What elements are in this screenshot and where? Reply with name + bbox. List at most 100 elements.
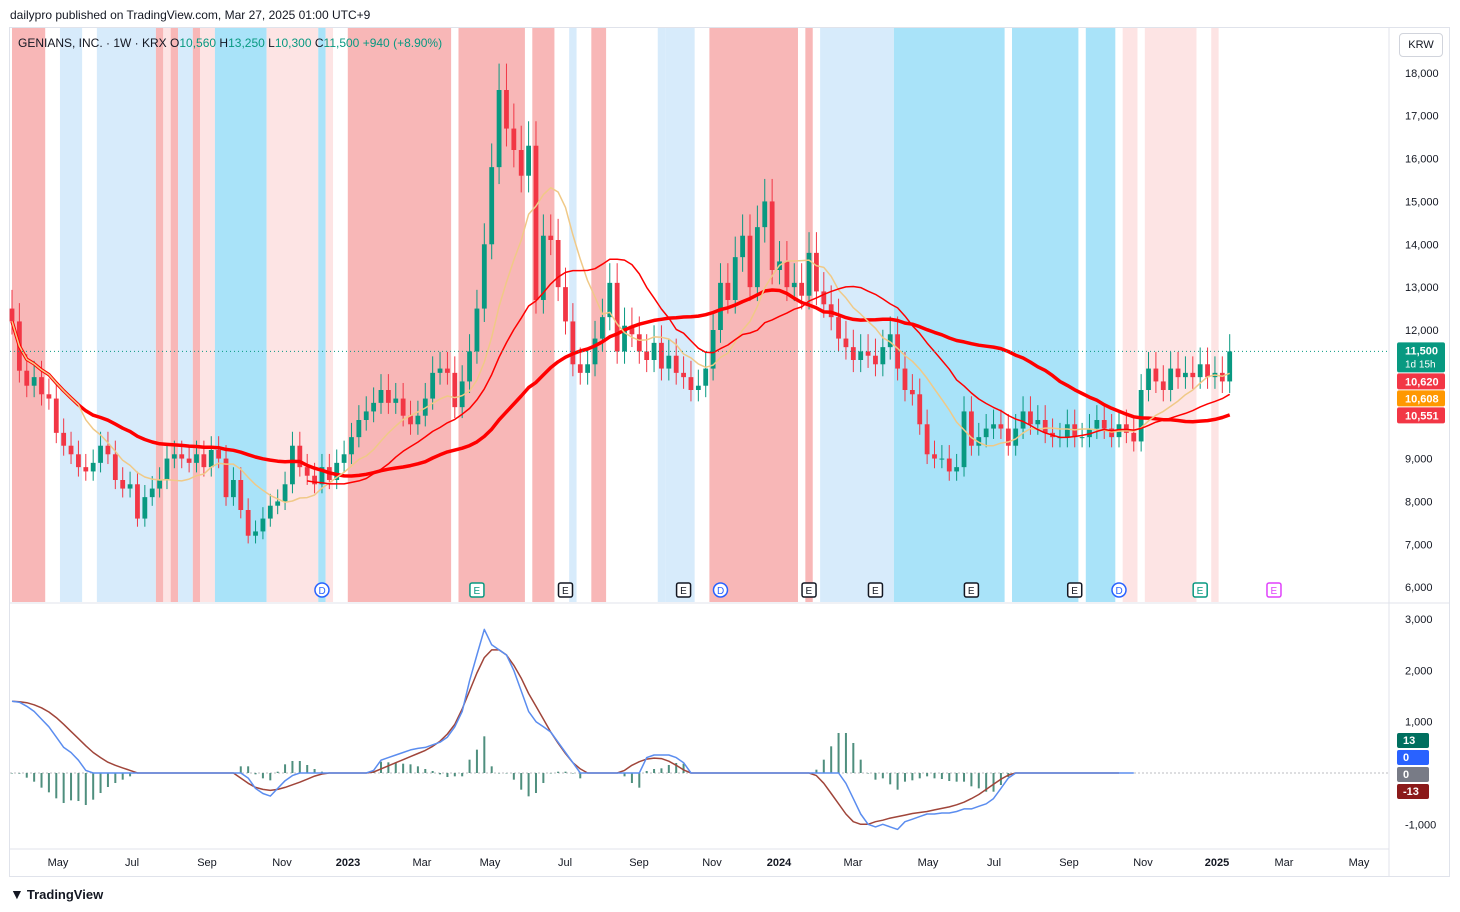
candle-body	[393, 398, 399, 403]
macd-hist-bar	[313, 768, 316, 773]
candle-body	[1079, 437, 1085, 439]
candle-body	[747, 235, 753, 288]
event-marker-label: E	[968, 586, 975, 597]
candle-body	[762, 201, 768, 228]
candle-body	[688, 377, 694, 390]
macd-hist-bar	[121, 773, 124, 780]
candle-body	[1072, 424, 1078, 438]
candles	[9, 63, 1233, 544]
macd-hist-bar	[579, 773, 582, 779]
macd-label-text: 0	[1403, 752, 1409, 764]
time-axis-label: May	[1349, 857, 1370, 869]
time-axis-label: May	[918, 857, 939, 869]
candle-body	[61, 432, 67, 446]
event-marker-label: E	[806, 586, 813, 597]
candle-body	[1109, 428, 1115, 438]
macd-hist-bar	[387, 762, 390, 773]
background-band	[12, 28, 46, 602]
candle-body	[858, 351, 864, 360]
macd-hist-bar	[896, 773, 899, 790]
macd-label-box	[1397, 767, 1429, 782]
candle-body	[90, 462, 96, 472]
macd-hist-bar	[291, 760, 294, 773]
macd-hist-bar	[645, 770, 648, 773]
event-marker-label: D	[1116, 586, 1123, 597]
candle-body	[297, 445, 303, 468]
candle-body	[703, 368, 709, 386]
price-label-text: 10,551	[1405, 410, 1439, 422]
time-axis-label: Mar	[1275, 857, 1294, 869]
candle-body	[718, 282, 723, 330]
macd-hist-bar	[675, 762, 678, 773]
candle-body	[1138, 390, 1144, 442]
background-band	[163, 28, 171, 602]
candle-body	[850, 347, 856, 360]
macd-hist-bar	[261, 773, 264, 779]
macd-label-text: 0	[1403, 769, 1409, 781]
candle-body	[1175, 368, 1181, 378]
candle-body	[9, 308, 15, 322]
candle-body	[614, 282, 620, 352]
candle-body	[924, 424, 930, 455]
candle-body	[695, 385, 701, 390]
candle-body	[24, 370, 30, 386]
macd-hist-bar	[667, 764, 670, 773]
candle-body	[526, 145, 531, 176]
earnings-marker-icon	[963, 582, 980, 598]
background-band	[591, 28, 607, 602]
candle-body	[533, 145, 539, 300]
candle-body	[570, 321, 576, 365]
macd-hist-bar	[955, 773, 958, 782]
earnings-marker-icon	[1066, 582, 1083, 598]
background-band	[170, 28, 179, 602]
symbol-name[interactable]: GENIANS, INC. · 1W · KRX	[18, 36, 167, 50]
macd-hist-bar	[47, 773, 50, 793]
price-label-text: 10,608	[1405, 393, 1439, 405]
macd-hist-bar	[881, 773, 884, 779]
footer-brand[interactable]: ▼ TradingView	[10, 886, 103, 902]
candle-body	[275, 501, 281, 506]
candle-body	[319, 467, 325, 485]
candle-body	[1094, 420, 1100, 429]
price-label-box	[1397, 373, 1445, 390]
price-label-text: 11,500	[1405, 345, 1438, 357]
macd-axis-tick: 3,000	[1405, 614, 1433, 626]
open-label: O	[170, 36, 180, 50]
candle-body	[511, 128, 517, 150]
candle-body	[636, 334, 642, 352]
price-axis-tick: 13,000	[1405, 282, 1439, 294]
time-axis-label: Jul	[558, 857, 572, 869]
candle-body	[1160, 381, 1166, 390]
currency-button[interactable]: KRW	[1399, 33, 1443, 57]
candle-body	[504, 90, 509, 129]
open-value: 10,560	[179, 36, 217, 50]
background-band	[1122, 28, 1138, 602]
macd-hist-bar	[306, 764, 309, 773]
candle-body	[385, 390, 391, 403]
close-label: C	[314, 36, 324, 50]
chart-legend: GENIANS, INC. · 1W · KRX O10,560 H13,250…	[18, 36, 442, 50]
macd-hist-bar	[844, 732, 847, 773]
macd-hist-bar	[77, 773, 80, 802]
macd-hist-bar	[18, 773, 21, 774]
low-value: 10,300	[274, 36, 312, 50]
candle-body	[607, 282, 613, 318]
candle-body	[540, 235, 546, 300]
brand-name: TradingView	[26, 886, 104, 902]
price-labels: 11,500 1d 15h 10,620 10,608 10,551	[1397, 342, 1445, 424]
candle-body	[253, 531, 258, 536]
macd-hist-bar	[505, 773, 508, 774]
macd-hist-bar	[992, 773, 995, 792]
price-axis-tick: 14,000	[1405, 239, 1439, 251]
candle-body	[120, 480, 126, 489]
candle-body	[1005, 428, 1011, 446]
macd-hist-bar	[564, 771, 567, 773]
background-band	[657, 28, 666, 602]
candle-body	[555, 240, 561, 288]
candle-body	[836, 317, 841, 339]
macd-hist-bar	[468, 759, 471, 773]
candle-body	[814, 252, 819, 292]
candle-body	[806, 252, 812, 296]
macd-hist-bar	[903, 773, 906, 782]
